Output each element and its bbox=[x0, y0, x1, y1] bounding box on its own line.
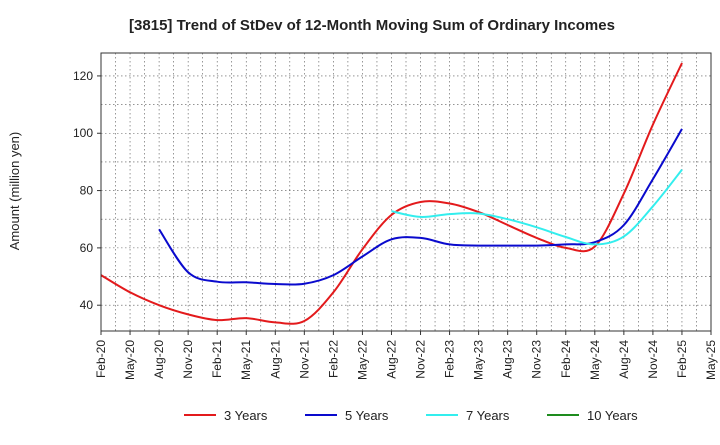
x-tick-label: May-24 bbox=[588, 340, 602, 380]
x-tick-label: Feb-23 bbox=[443, 340, 457, 378]
x-tick-label: Feb-22 bbox=[326, 340, 340, 378]
series-line-3-years bbox=[100, 62, 683, 325]
x-tick-label: Feb-25 bbox=[675, 340, 689, 378]
x-tick-label: Aug-22 bbox=[384, 340, 398, 379]
chart-title: [3815] Trend of StDev of 12-Month Moving… bbox=[129, 17, 615, 34]
x-tick-label: May-20 bbox=[123, 340, 137, 380]
x-tick-label: Nov-20 bbox=[181, 340, 195, 379]
y-tick-label: 60 bbox=[80, 241, 94, 255]
legend-item-7-years: 7 Years bbox=[426, 408, 510, 423]
legend-label: 7 Years bbox=[466, 408, 510, 423]
legend-label: 10 Years bbox=[587, 408, 638, 423]
y-tick-label: 100 bbox=[73, 126, 93, 140]
x-tick-label: Aug-24 bbox=[617, 340, 631, 379]
series-line-7-years bbox=[391, 168, 683, 246]
legend-label: 3 Years bbox=[224, 408, 268, 423]
x-tick-label: Nov-23 bbox=[530, 340, 544, 379]
series-line-5-years bbox=[158, 128, 683, 286]
x-axis-ticks: Feb-20 May-20 Aug-20 Nov-20 Feb-21 May-21 Aug-… bbox=[94, 331, 718, 380]
y-tick-label: 80 bbox=[80, 184, 94, 198]
x-tick-label: May-22 bbox=[355, 340, 369, 380]
series-lines bbox=[100, 62, 683, 325]
x-tick-label: May-21 bbox=[239, 340, 253, 380]
x-tick-label: May-25 bbox=[704, 340, 718, 380]
y-axis-label: Amount (million yen) bbox=[7, 132, 22, 251]
x-tick-label: Aug-20 bbox=[152, 340, 166, 379]
legend-item-3-years: 3 Years bbox=[184, 408, 268, 423]
x-tick-label: Feb-21 bbox=[210, 340, 224, 378]
x-tick-label: Nov-24 bbox=[646, 340, 660, 379]
legend-label: 5 Years bbox=[345, 408, 389, 423]
x-tick-label: Feb-20 bbox=[94, 340, 108, 378]
y-tick-label: 120 bbox=[73, 69, 93, 83]
x-tick-label: Aug-21 bbox=[268, 340, 282, 379]
legend: 3 Years 5 Years 7 Years 10 Years bbox=[184, 408, 638, 423]
y-axis-ticks: 40 60 80 100 120 bbox=[73, 69, 101, 312]
x-tick-label: May-23 bbox=[472, 340, 486, 380]
x-tick-label: Aug-23 bbox=[501, 340, 515, 379]
x-tick-label: Feb-24 bbox=[559, 340, 573, 378]
plot-frame bbox=[100, 52, 712, 332]
legend-item-10-years: 10 Years bbox=[547, 408, 638, 423]
y-tick-label: 40 bbox=[80, 298, 94, 312]
legend-item-5-years: 5 Years bbox=[305, 408, 389, 423]
x-tick-label: Nov-21 bbox=[297, 340, 311, 379]
grid bbox=[100, 53, 712, 331]
x-tick-label: Nov-22 bbox=[414, 340, 428, 379]
